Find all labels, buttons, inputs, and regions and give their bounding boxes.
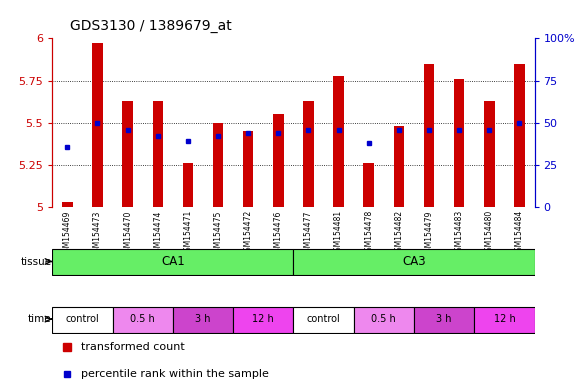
Bar	[52, 249, 293, 275]
Bar	[333, 76, 344, 207]
Bar	[303, 101, 314, 207]
Text: GDS3130 / 1389679_at: GDS3130 / 1389679_at	[70, 19, 231, 33]
Bar	[414, 307, 474, 333]
Bar	[393, 126, 404, 207]
Text: tissue: tissue	[20, 257, 51, 266]
Bar	[484, 101, 494, 207]
Bar	[92, 43, 103, 207]
Text: control: control	[66, 314, 99, 324]
Bar	[173, 307, 233, 333]
Bar	[364, 164, 374, 207]
Text: CA3: CA3	[402, 255, 426, 268]
Bar	[354, 307, 414, 333]
Text: 3 h: 3 h	[436, 314, 452, 324]
Bar	[213, 123, 223, 207]
Bar	[243, 131, 253, 207]
Bar	[62, 202, 73, 207]
Text: 12 h: 12 h	[252, 314, 274, 324]
Bar	[152, 101, 163, 207]
Text: transformed count: transformed count	[81, 341, 185, 352]
Bar	[113, 307, 173, 333]
Bar	[52, 307, 113, 333]
Text: CA1: CA1	[161, 255, 185, 268]
Bar	[293, 249, 535, 275]
Bar	[273, 114, 284, 207]
Text: 0.5 h: 0.5 h	[371, 314, 396, 324]
Bar	[293, 307, 354, 333]
Bar	[514, 64, 525, 207]
Text: time: time	[28, 314, 51, 324]
Bar	[123, 101, 133, 207]
Text: control: control	[307, 314, 340, 324]
Text: 12 h: 12 h	[493, 314, 515, 324]
Text: percentile rank within the sample: percentile rank within the sample	[81, 369, 269, 379]
Bar	[474, 307, 535, 333]
Text: 3 h: 3 h	[195, 314, 211, 324]
Bar	[454, 79, 464, 207]
Bar	[182, 164, 193, 207]
Bar	[424, 64, 435, 207]
Bar	[233, 307, 293, 333]
Text: 0.5 h: 0.5 h	[130, 314, 155, 324]
